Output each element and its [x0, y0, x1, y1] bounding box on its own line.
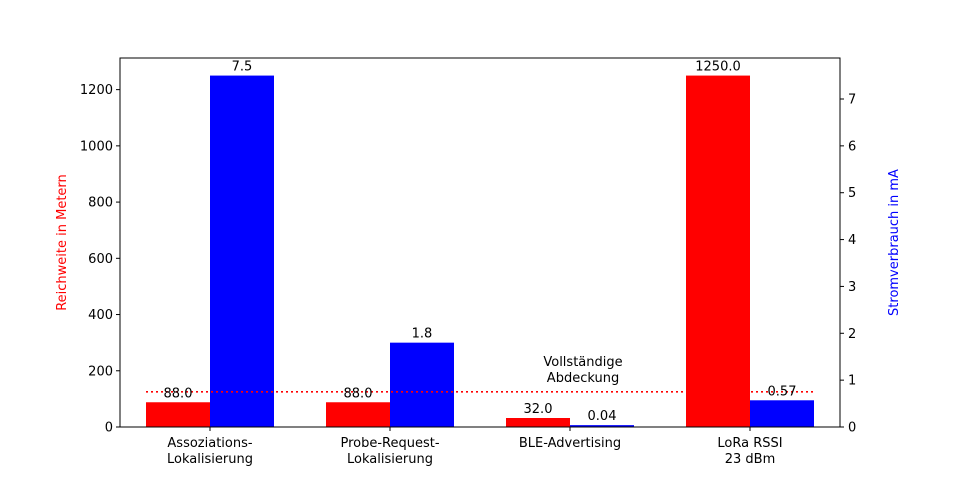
- bar-right-1: [390, 342, 454, 427]
- x-tick-label: Probe-Request-Lokalisierung: [340, 436, 439, 467]
- right-tick-label: 1: [848, 374, 856, 389]
- bar-right-0: [210, 75, 274, 428]
- labels-layer: 88.0 7.5 88.0 1.8 32.0 0.04 1250.0 0.57: [164, 60, 797, 425]
- x-tick-label-line: LoRa RSSI: [717, 436, 782, 451]
- y-axis-label-left: Reichweite in Metern: [55, 174, 70, 311]
- x-tick-label-line: Probe-Request-: [340, 436, 439, 451]
- bar-right-2: [570, 425, 634, 427]
- bar-value-label-left-2: 32.0: [524, 402, 553, 417]
- right-tick-label: 7: [848, 93, 856, 108]
- x-tick-label-line: Assoziations-: [167, 436, 252, 451]
- bar-left-3: [686, 75, 750, 428]
- right-tick-label: 0: [848, 421, 856, 436]
- y-axis-label-right: Stromverbrauch in mA: [887, 169, 902, 316]
- x-tick-label-line: BLE-Advertising: [519, 436, 621, 451]
- bar-value-label-left-0: 88.0: [164, 386, 193, 401]
- left-tick-label: 600: [88, 252, 113, 267]
- bar-left-0: [146, 402, 210, 427]
- bar-value-label-right-1: 1.8: [412, 327, 433, 342]
- bar-value-label-left-1: 88.0: [344, 386, 373, 401]
- left-tick-label: 400: [88, 308, 113, 323]
- left-tick-label: 800: [88, 196, 113, 211]
- bar-value-label-right-2: 0.04: [588, 409, 617, 424]
- axes-layer: 0 200 400 600 800 1000 1200 0 1 2 3 4 5 6 7 Assoziation…: [55, 57, 902, 467]
- x-tick-label: BLE-Advertising: [519, 436, 621, 451]
- left-tick-label: 0: [105, 421, 113, 436]
- right-tick-label: 6: [848, 139, 856, 154]
- right-tick-label: 4: [848, 233, 856, 248]
- right-tick-label: 2: [848, 327, 856, 342]
- x-tick-label-line: Lokalisierung: [347, 452, 433, 467]
- bar-value-label-left-3: 1250.0: [695, 60, 741, 75]
- left-tick-label: 200: [88, 364, 113, 379]
- x-tick-label: LoRa RSSI 23 dBm: [717, 436, 782, 467]
- x-tick-label-line: 23 dBm: [725, 452, 776, 467]
- left-tick-label: 1200: [80, 83, 113, 98]
- reference-line-label: Vollständige: [543, 355, 622, 370]
- bar-right-3: [750, 400, 814, 427]
- x-tick-label-line: Lokalisierung: [167, 452, 253, 467]
- x-tick-label: Assoziations-Lokalisierung: [167, 436, 253, 467]
- bars-layer: [146, 75, 814, 428]
- left-tick-label: 1000: [80, 139, 113, 154]
- bar-left-2: [506, 418, 570, 427]
- plot-frame: [119, 57, 841, 428]
- reference-line-label: Abdeckung: [547, 371, 619, 386]
- right-tick-label: 5: [848, 186, 856, 201]
- right-tick-label: 3: [848, 280, 856, 295]
- bar-left-1: [326, 402, 390, 427]
- bar-value-label-right-3: 0.57: [768, 384, 797, 399]
- bar-value-label-right-0: 7.5: [232, 60, 253, 75]
